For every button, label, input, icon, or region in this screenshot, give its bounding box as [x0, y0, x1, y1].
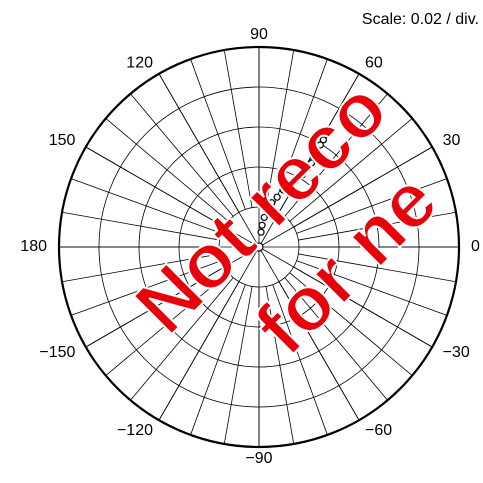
data-point	[263, 206, 271, 214]
data-point	[257, 228, 265, 236]
theta-tick-label: −90	[245, 450, 272, 467]
theta-tick-label: 180	[20, 238, 47, 255]
scale-label: Scale: 0.02 / div.	[362, 11, 479, 28]
major-spoke	[258, 246, 360, 421]
data-point	[285, 181, 293, 189]
theta-tick-label: 60	[365, 55, 383, 72]
theta-tick-label: −60	[365, 422, 392, 439]
major-spoke	[258, 73, 360, 248]
data-point	[309, 153, 317, 161]
theta-tick-label: −30	[443, 344, 470, 361]
data-point	[298, 171, 306, 179]
theta-tick-label: 90	[250, 26, 268, 43]
theta-tick-label: 150	[49, 132, 76, 149]
major-spoke	[158, 73, 260, 248]
data-point	[260, 213, 268, 222]
major-spoke	[85, 146, 260, 248]
data-point	[322, 131, 331, 139]
major-spoke	[258, 146, 433, 248]
origin-marker	[254, 242, 264, 252]
data-point	[316, 141, 324, 149]
data-point	[279, 186, 287, 194]
data-point	[319, 136, 327, 144]
data-point	[313, 147, 321, 155]
major-spoke	[158, 246, 260, 421]
data-point	[304, 164, 312, 172]
theta-tick-label: 120	[126, 55, 153, 72]
theta-tick-label: 30	[443, 132, 461, 149]
data-point	[273, 193, 281, 201]
major-spoke	[258, 246, 433, 348]
theta-tick-label: 0	[471, 238, 480, 255]
theta-tick-label: −150	[39, 344, 75, 361]
data-point	[258, 221, 266, 229]
major-spoke	[85, 246, 260, 348]
data-point	[292, 176, 300, 185]
data-point	[268, 199, 276, 207]
theta-tick-label: −120	[117, 422, 153, 439]
